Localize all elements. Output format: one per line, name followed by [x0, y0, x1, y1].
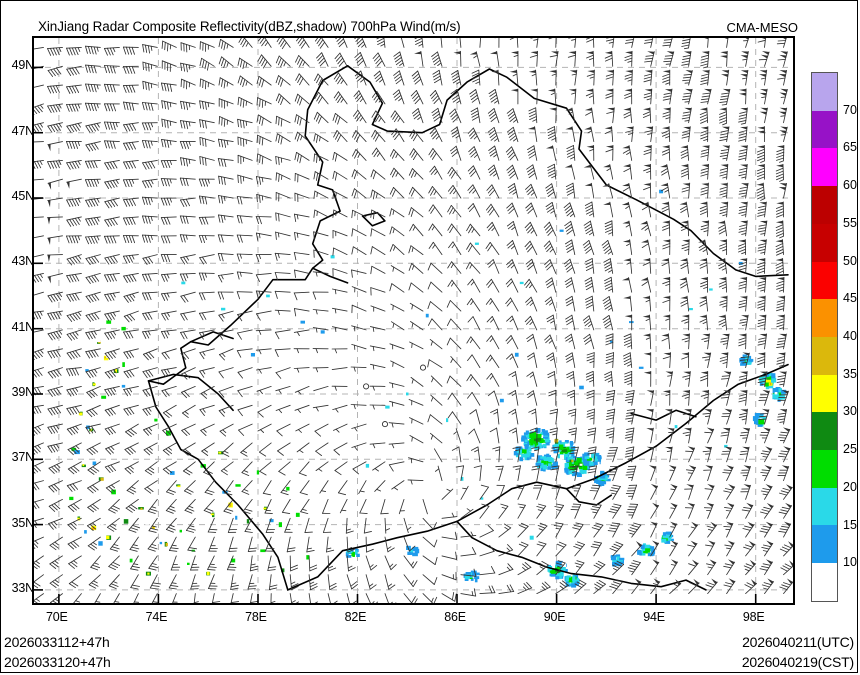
x-tick-label-94: 94E — [643, 610, 665, 624]
colorbar-band-60-65 — [812, 148, 837, 187]
radar-echo-layer — [63, 189, 787, 590]
colorbar-band-10-15 — [812, 525, 837, 564]
grid-lines — [34, 38, 793, 603]
colorbar-tick-40: 40 — [843, 329, 857, 343]
x-tick-label-82: 82E — [344, 610, 367, 624]
colorbar-tick-30: 30 — [843, 404, 857, 419]
colorbar[interactable] — [811, 72, 838, 602]
colorbar-tick-35: 35 — [843, 366, 857, 381]
colorbar-band-25-30 — [812, 412, 837, 451]
colorbar-tick-70: 70 — [843, 102, 857, 117]
footer-valid-cst: 2026040219(CST) — [741, 654, 854, 670]
colorbar-tick-50: 50 — [843, 253, 857, 268]
x-tick-label-78: 78E — [245, 610, 267, 624]
x-tick-label-86: 86E — [444, 610, 466, 624]
page-title: XinJiang Radar Composite Reflectivity(dB… — [38, 19, 461, 34]
y-tick-label-49: 49N — [11, 58, 35, 73]
colorbar-band-40-45 — [812, 299, 837, 337]
colorbar-band-45-50 — [812, 261, 837, 300]
axis-tick-marks — [34, 66, 757, 603]
colorbar-band-70-75 — [812, 73, 837, 111]
colorbar-band-15-20 — [812, 487, 837, 526]
y-tick-label-37: 37N — [11, 450, 35, 465]
footer-init-utc: 2026033112+47h — [4, 634, 110, 650]
colorbar-tick-60: 60 — [843, 178, 857, 193]
y-tick-label-41: 41N — [11, 319, 35, 334]
x-tick-label-98: 98E — [742, 610, 765, 624]
colorbar-band-20-25 — [812, 450, 837, 488]
y-tick-label-39: 39N — [11, 384, 35, 399]
x-tick-label-74: 74E — [145, 610, 168, 624]
colorbar-tick-15: 15 — [843, 517, 857, 532]
y-tick-label-33: 33N — [11, 580, 35, 595]
y-tick-label-35: 35N — [11, 515, 35, 530]
colorbar-tick-10: 10 — [843, 555, 857, 570]
footer-valid-utc: 2026040211(UTC) — [742, 634, 854, 650]
x-tick-label-70: 70E — [46, 610, 68, 624]
map-canvas — [34, 38, 793, 603]
map-plot-area[interactable] — [32, 36, 795, 605]
wind-barb-layer — [34, 38, 793, 603]
colorbar-tick-25: 25 — [843, 442, 857, 457]
y-tick-label-47: 47N — [11, 123, 35, 138]
colorbar-band-35-40 — [812, 336, 837, 375]
colorbar-band-55-60 — [812, 186, 837, 224]
border-layer — [147, 65, 789, 591]
colorbar-band-30-35 — [812, 374, 837, 413]
map-vector-layer — [34, 38, 793, 603]
colorbar-band-0-10 — [812, 563, 837, 601]
colorbar-tick-65: 65 — [843, 140, 857, 155]
colorbar-tick-20: 20 — [843, 479, 857, 494]
x-tick-label-90: 90E — [543, 610, 566, 624]
y-tick-label-45: 45N — [11, 189, 35, 204]
model-tag: CMA-MESO — [726, 20, 799, 35]
footer-init-cst: 2026033120+47h — [4, 654, 111, 670]
colorbar-tick-45: 45 — [843, 291, 857, 306]
y-tick-label-43: 43N — [11, 254, 35, 269]
colorbar-band-65-70 — [812, 110, 837, 149]
colorbar-band-50-55 — [812, 223, 837, 262]
colorbar-tick-55: 55 — [843, 215, 857, 230]
